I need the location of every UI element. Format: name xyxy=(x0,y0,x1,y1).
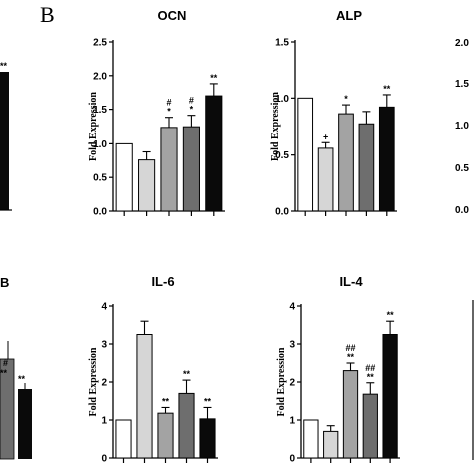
partial-panel-mid-left: B # ** ** xyxy=(0,275,32,460)
significance-label: ## xyxy=(365,363,375,373)
y-tick-label: 3 xyxy=(289,340,295,351)
significance-label: # xyxy=(166,98,171,108)
y-tick-label: 4 xyxy=(289,302,295,313)
panel-label: B xyxy=(40,2,55,27)
bar xyxy=(382,334,398,459)
bar xyxy=(205,95,223,212)
y-tick-label: 2.5 xyxy=(93,38,107,49)
y-tick-label: 1 xyxy=(101,416,107,427)
y-axis-label: Fold Expression xyxy=(270,92,281,161)
partial-sig-label: ** xyxy=(18,374,26,384)
y-axis-label: Fold Expression xyxy=(88,92,99,161)
y-tick-label: 0.0 xyxy=(275,207,289,218)
partial-tick: 2.0 xyxy=(455,38,469,49)
significance-label: ** xyxy=(183,369,191,379)
bar xyxy=(303,419,319,459)
partial-bar-black xyxy=(18,389,32,459)
bar xyxy=(182,126,200,212)
partial-tick: 0.0 xyxy=(455,205,469,216)
bar xyxy=(138,159,156,212)
partial-sig-label: ** xyxy=(0,61,8,71)
bar xyxy=(317,147,334,212)
y-tick-label: 1 xyxy=(289,416,295,427)
partial-sig-label: ** xyxy=(0,368,8,378)
y-axis-label: Fold Expression xyxy=(88,347,99,416)
partial-bar xyxy=(0,72,9,210)
partial-sig-label: # xyxy=(3,358,8,368)
bar xyxy=(115,142,133,212)
significance-label: ** xyxy=(210,73,218,83)
y-tick-label: 3 xyxy=(101,340,107,351)
bar xyxy=(297,97,314,212)
y-tick-label: 1.5 xyxy=(275,38,289,49)
y-tick-label: 2.0 xyxy=(93,71,107,82)
chart-title: IL-4 xyxy=(339,274,363,289)
significance-label: ** xyxy=(367,372,375,382)
bar xyxy=(362,393,378,459)
significance-label: + xyxy=(323,131,328,141)
bar xyxy=(338,113,354,212)
y-tick-label: 0.0 xyxy=(93,207,107,218)
partial-panel-top-left: ** xyxy=(0,61,12,211)
significance-label: ** xyxy=(387,310,395,320)
significance-label: * xyxy=(190,105,194,115)
bar xyxy=(178,392,195,459)
partial-tick: 0.5 xyxy=(455,163,469,174)
bar xyxy=(115,419,132,459)
bar xyxy=(157,412,174,459)
significance-label: ** xyxy=(204,396,212,406)
bar xyxy=(199,418,216,459)
y-tick-label: 0.5 xyxy=(93,173,107,184)
y-axis-label: Fold Expression xyxy=(276,347,287,416)
significance-label: # xyxy=(189,96,194,106)
y-tick-label: 1.0 xyxy=(93,139,107,150)
partial-panel-top-right: 2.0 1.5 1.0 0.5 0.0 xyxy=(455,38,469,216)
significance-label: * xyxy=(344,94,348,104)
significance-label: ** xyxy=(383,84,391,94)
significance-label: ** xyxy=(347,352,355,362)
y-tick-label: 2 xyxy=(289,378,295,389)
significance-label: ## xyxy=(345,343,355,353)
significance-label: * xyxy=(167,107,171,117)
bar xyxy=(136,334,153,459)
bar xyxy=(323,430,339,459)
chart-title: IL-6 xyxy=(151,274,174,289)
bar xyxy=(358,123,375,212)
y-tick-label: 0 xyxy=(101,454,107,465)
partial-tick: 1.5 xyxy=(455,79,469,90)
y-tick-label: 2 xyxy=(101,378,107,389)
partial-title: B xyxy=(0,275,9,290)
y-tick-label: 1.5 xyxy=(93,105,107,116)
y-tick-label: 1.0 xyxy=(275,94,289,105)
bar xyxy=(160,127,178,212)
bar xyxy=(342,370,359,459)
y-tick-label: 0.5 xyxy=(275,150,289,161)
partial-bar-gray xyxy=(0,358,15,460)
significance-label: ** xyxy=(162,396,170,406)
partial-tick: 1.0 xyxy=(455,121,469,132)
bar xyxy=(378,106,395,212)
chart-title: ALP xyxy=(336,8,362,23)
chart-il-6: IL-6 Fold Expression 0 1 2 3 4 ** ** ** xyxy=(88,274,218,465)
y-tick-label: 0 xyxy=(289,454,295,465)
chart-title: OCN xyxy=(158,8,187,23)
y-tick-label: 4 xyxy=(101,302,107,313)
